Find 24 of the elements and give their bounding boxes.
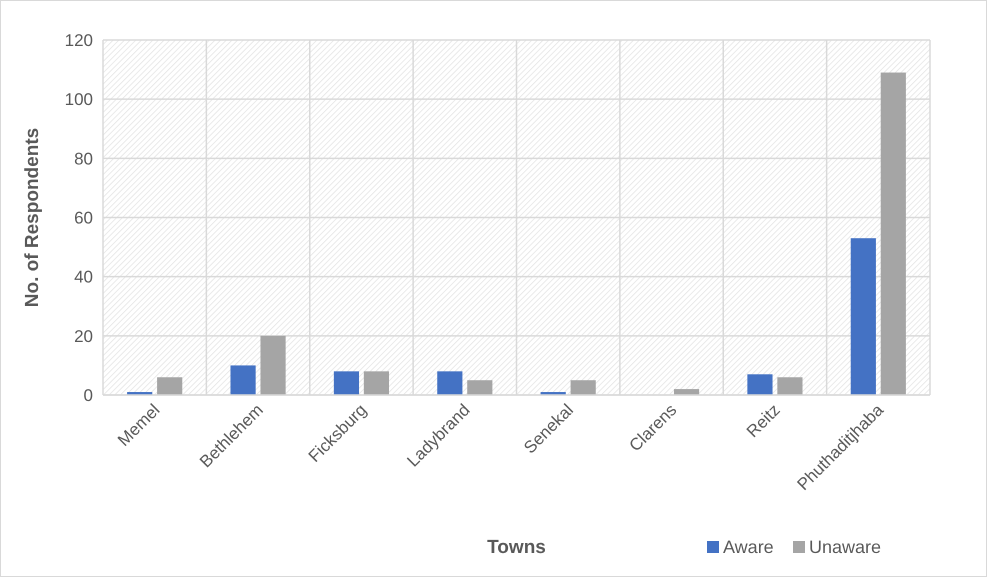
bar bbox=[747, 374, 773, 395]
bar bbox=[570, 380, 596, 395]
y-axis-title: No. of Respondents bbox=[22, 128, 43, 308]
legend-label: Unaware bbox=[809, 537, 882, 557]
bar bbox=[674, 389, 700, 395]
legend-label: Aware bbox=[723, 537, 774, 557]
y-tick-label: 60 bbox=[74, 208, 93, 228]
bar bbox=[467, 380, 492, 395]
y-tick-label: 40 bbox=[74, 268, 93, 287]
y-tick-label: 20 bbox=[74, 326, 93, 346]
bar bbox=[364, 371, 390, 395]
bar bbox=[230, 365, 256, 395]
y-tick-label: 0 bbox=[84, 386, 93, 405]
bar bbox=[437, 371, 462, 395]
bar bbox=[334, 371, 360, 395]
y-tick-label: 100 bbox=[64, 90, 93, 110]
bar bbox=[157, 377, 182, 395]
bar bbox=[880, 72, 906, 395]
bar bbox=[777, 377, 803, 395]
bar bbox=[850, 238, 876, 395]
y-tick-label: 120 bbox=[64, 30, 93, 50]
bar bbox=[260, 336, 286, 395]
x-axis-title: Towns bbox=[487, 537, 546, 558]
y-tick-label: 80 bbox=[74, 149, 93, 168]
